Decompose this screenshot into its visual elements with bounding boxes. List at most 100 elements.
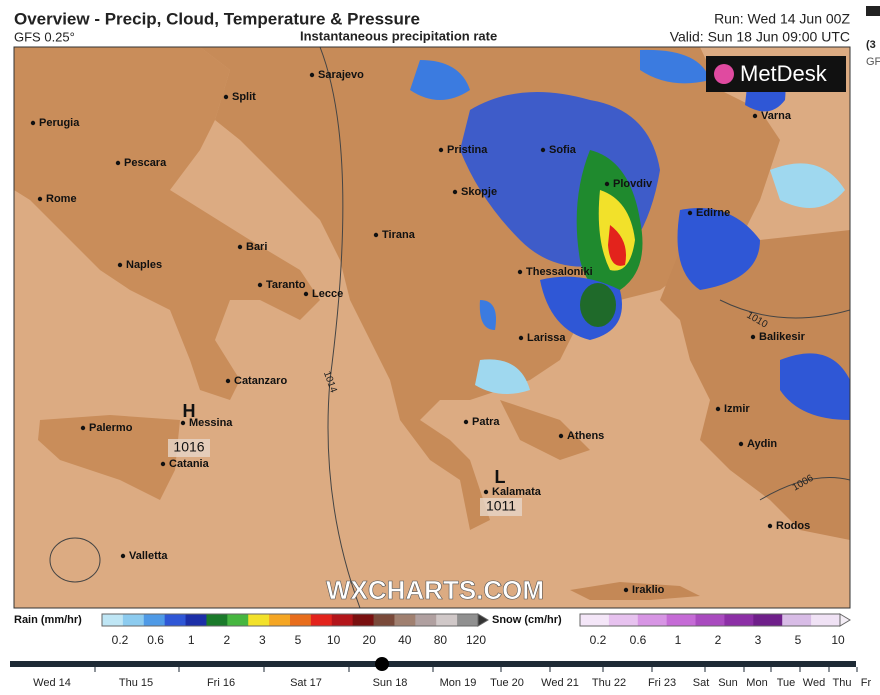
legend-arrow (477, 613, 489, 627)
city-dot (257, 282, 263, 288)
timeline-label[interactable]: Wed 21 (541, 677, 579, 689)
city-label: Sofia (549, 144, 577, 156)
legend-swatch (666, 614, 697, 626)
legend-swatch (695, 614, 725, 626)
model: GFS 0.25° (14, 29, 75, 44)
city-label: Larissa (527, 332, 566, 344)
precip (598, 190, 635, 271)
valid: Valid: Sun 18 Jun 09:00 UTC (670, 29, 850, 45)
city-dot (37, 196, 43, 202)
legend-swatch (724, 614, 754, 626)
city-label: Iraklio (632, 584, 665, 596)
legend-swatch (782, 614, 812, 626)
timeline-label[interactable]: Fr (861, 677, 872, 689)
legend-tick: 40 (398, 633, 412, 647)
city-label: Catania (169, 458, 210, 470)
map: MetDesk WXCHARTS.COM H L 1016 1011 1014 … (14, 47, 850, 608)
legend-frame (101, 613, 479, 627)
legend-swatch (102, 614, 124, 626)
legend-tick: 1 (675, 633, 682, 647)
land (38, 415, 180, 500)
timeline-label[interactable]: Mon (746, 677, 767, 689)
legend-swatch (373, 614, 395, 626)
run: Run: Wed 14 Jun 00Z (714, 11, 850, 27)
isobar (319, 47, 361, 608)
city-label: Valletta (129, 550, 168, 562)
city-label: Messina (189, 417, 233, 429)
pressure-label-bg (480, 498, 522, 516)
city-dot (715, 406, 721, 412)
legend-frame (579, 613, 841, 627)
side-fragment: (3 (866, 39, 876, 51)
city-label: Split (232, 91, 256, 103)
timeline-label[interactable]: Thu 15 (119, 677, 153, 689)
legend-swatch (248, 614, 270, 626)
timeline-label[interactable]: Sat (693, 677, 710, 689)
watermark: WXCHARTS.COM (326, 575, 544, 605)
city-label: Athens (567, 430, 604, 442)
city-dot (558, 433, 564, 439)
land (500, 400, 590, 460)
title: Overview - Precip, Cloud, Temperature & … (14, 9, 420, 28)
legend-swatch (352, 614, 375, 626)
timeline-label[interactable]: Fri 16 (207, 677, 235, 689)
cities: Sarajevo Split Perugia Pescara Rome Bari Naple… (30, 69, 810, 596)
pressure-center: L (495, 467, 506, 487)
legend-swatch (185, 614, 207, 626)
pressure-center: H (183, 401, 196, 421)
land (570, 582, 700, 600)
legend-tick: 5 (795, 633, 802, 647)
legend-swatch (206, 614, 228, 626)
city-dot (752, 113, 758, 119)
city-dot (120, 553, 126, 559)
city-dot (115, 160, 121, 166)
city-dot (30, 120, 36, 126)
legend-swatch (436, 614, 458, 626)
timeline-label[interactable]: Thu 22 (592, 677, 626, 689)
legend-swatch (811, 614, 841, 626)
timeline-label[interactable]: Tue 20 (490, 677, 524, 689)
timeline-label[interactable]: Mon 19 (440, 677, 477, 689)
isobar (759, 477, 850, 501)
city-label: Aydin (747, 438, 777, 450)
timeline: Wed 14 Thu 15 Fri 16 Sat 17 Sun 18 Mon 19 Tue … (10, 657, 872, 689)
timeline-label[interactable]: Fri 23 (648, 677, 676, 689)
legend-tick: 0.6 (147, 633, 164, 647)
side-fragment: GF (866, 56, 880, 68)
city-dot (80, 425, 86, 431)
timeline-handle[interactable] (375, 657, 389, 671)
legend-swatch (310, 614, 333, 626)
city-dot (180, 420, 186, 426)
timeline-label[interactable]: Wed (803, 677, 825, 689)
timeline-label[interactable]: Sun (718, 677, 738, 689)
legend-swatch (143, 614, 166, 626)
city-dot (160, 461, 166, 467)
timeline-label[interactable]: Tue (777, 677, 796, 689)
timeline-label[interactable]: Wed 14 (33, 677, 71, 689)
city-dot (117, 262, 123, 268)
precip (770, 163, 845, 208)
legend-tick: 0.6 (630, 633, 647, 647)
timeline-label[interactable]: Thu (833, 677, 852, 689)
logo-icon (714, 64, 734, 84)
legend-tick: 3 (259, 633, 266, 647)
timeline-label[interactable]: Sat 17 (290, 677, 322, 689)
legend-swatch (269, 614, 291, 626)
legend-swatch (457, 614, 479, 626)
timeline-label[interactable]: Sun 18 (373, 677, 408, 689)
city-label: Rodos (776, 520, 810, 532)
land (14, 47, 320, 400)
city-dot (438, 147, 444, 153)
city-dot (223, 94, 229, 100)
logo: MetDesk (740, 61, 828, 86)
city-dot (452, 189, 458, 195)
city-dot (604, 181, 610, 187)
map-frame (13, 46, 851, 609)
legend-arrow (839, 613, 851, 627)
isobar (719, 299, 850, 319)
city-dot (225, 378, 231, 384)
city-label: Edirne (696, 207, 730, 219)
legend-swatch (753, 614, 783, 626)
pressure-label: 1016 (173, 439, 204, 455)
legend-swatch (394, 614, 416, 626)
